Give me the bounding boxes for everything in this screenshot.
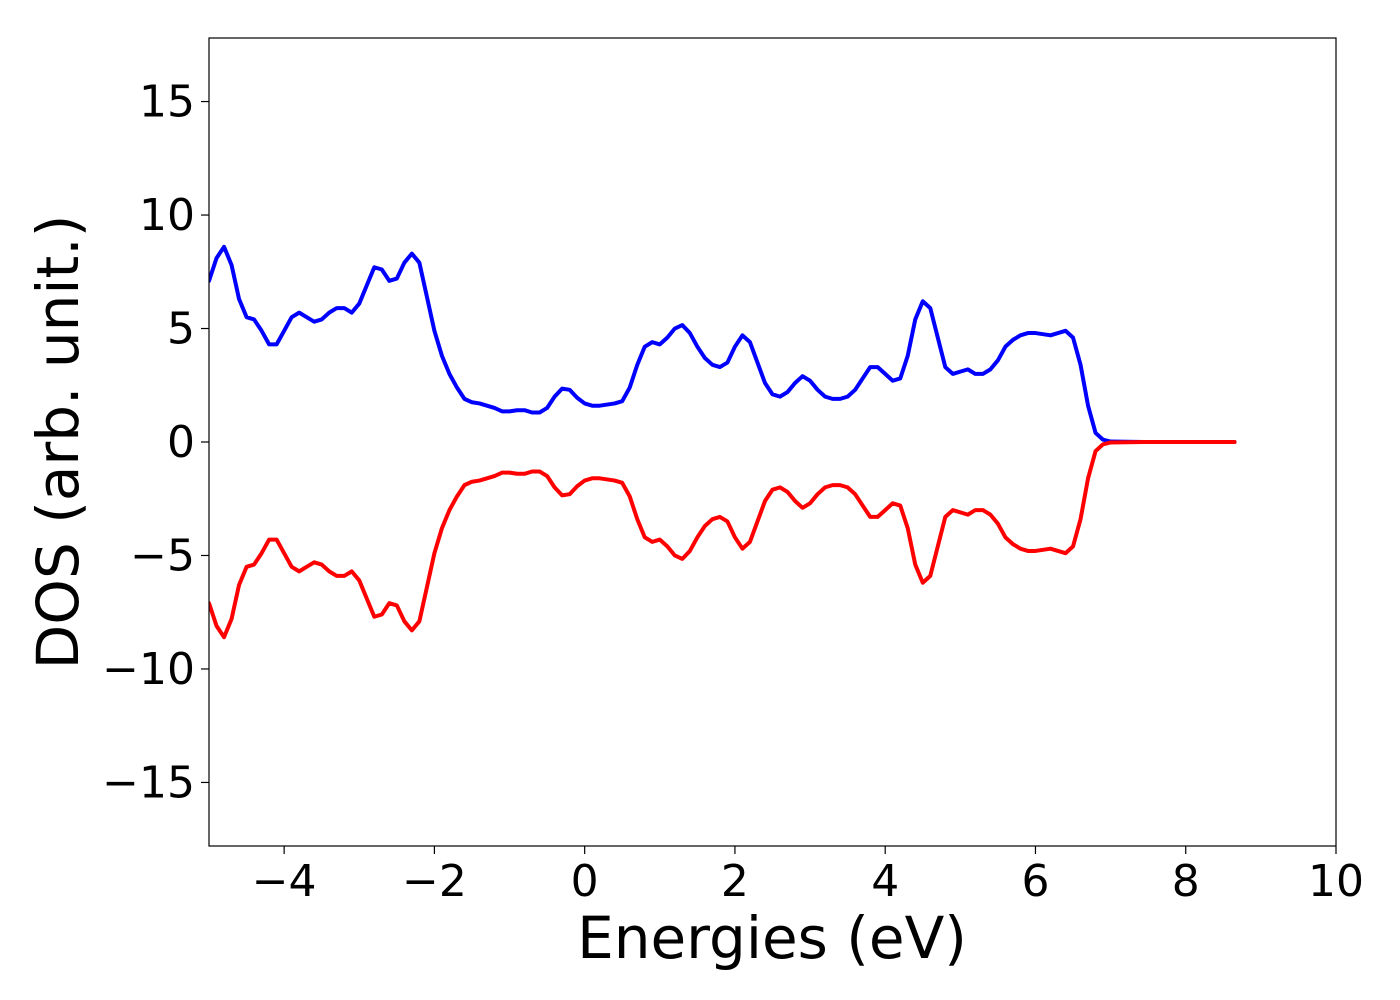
series-layer: [209, 244, 1237, 640]
y-tick-label: 0: [167, 417, 195, 468]
x-tick-label: 6: [1021, 856, 1049, 907]
x-tick-label: −4: [252, 856, 317, 907]
x-tick-label: 2: [721, 856, 749, 907]
x-tick-label: 4: [871, 856, 899, 907]
y-tick-label: 10: [139, 190, 195, 241]
series-line-2: [209, 440, 1237, 640]
y-axis-title: DOS (arb. unit.): [24, 215, 92, 670]
y-tick-label: 5: [167, 304, 195, 355]
x-axis-title: Energies (eV): [577, 904, 967, 972]
y-tick-label: −10: [102, 644, 195, 695]
series-line-1: [209, 244, 1237, 444]
y-tick-label: 15: [139, 77, 195, 128]
y-axis-ticks: −15 −10 −5 0 5 10 15: [102, 77, 209, 808]
y-tick-label: −5: [130, 530, 195, 581]
y-tick-label: −15: [102, 757, 195, 808]
x-tick-label: 10: [1308, 856, 1364, 907]
x-tick-label: −2: [402, 856, 467, 907]
x-tick-label: 8: [1172, 856, 1200, 907]
x-tick-label: 0: [571, 856, 599, 907]
x-axis-ticks: −4 −2 0 2 4 6 8 10: [252, 846, 1364, 907]
